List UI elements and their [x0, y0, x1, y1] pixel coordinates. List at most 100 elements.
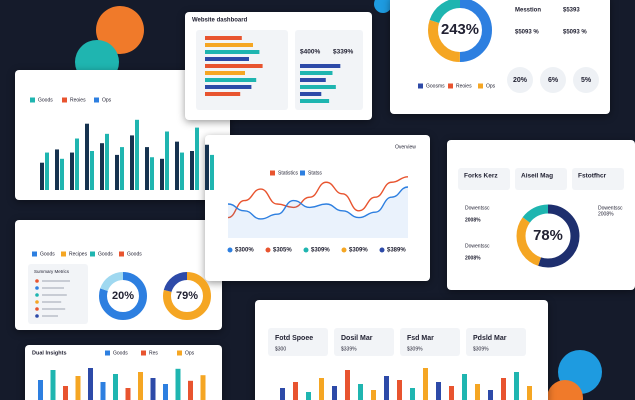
- stat-dot: [379, 247, 385, 253]
- panel: [400, 328, 460, 356]
- bar: [138, 372, 143, 400]
- bar: [205, 71, 245, 75]
- card-title: Dual Insights: [32, 350, 67, 356]
- legend-label: Reoies: [456, 83, 472, 89]
- bar: [300, 85, 336, 89]
- bar: [45, 152, 49, 190]
- legend-label: Goods: [127, 251, 142, 257]
- bar: [163, 384, 168, 400]
- sub-label: $309%: [407, 346, 423, 352]
- bar: [514, 372, 519, 400]
- bar: [63, 386, 68, 400]
- bar: [75, 138, 79, 190]
- panel: [196, 30, 288, 110]
- legend-swatch: [177, 350, 182, 356]
- side-label: Dowentssc: [465, 243, 490, 249]
- donut-center: 79%: [176, 290, 198, 302]
- list-dot: [35, 314, 39, 318]
- bar: [488, 390, 493, 400]
- legend-label: Goods: [40, 251, 55, 257]
- card-title: Overview: [395, 144, 416, 150]
- bar: [501, 378, 506, 400]
- bar: [113, 374, 118, 400]
- bar: [38, 380, 43, 400]
- list-dot: [35, 300, 39, 304]
- stat: $389%: [387, 248, 406, 254]
- bar: [75, 376, 81, 400]
- stat: $5093 %: [515, 30, 539, 36]
- bar: [188, 380, 193, 400]
- bar: [205, 57, 249, 61]
- bar: [205, 78, 257, 82]
- stat-dot: [303, 247, 309, 253]
- bar: [300, 92, 322, 96]
- bar: [42, 280, 70, 282]
- bar: [200, 375, 206, 400]
- bar: [205, 92, 241, 96]
- legend-swatch: [300, 170, 305, 176]
- donut-segment: [428, 0, 492, 62]
- badge: [573, 67, 599, 93]
- stat: $5393: [563, 8, 580, 14]
- stat: $400%: [300, 49, 320, 56]
- bar: [150, 157, 154, 190]
- legend-swatch: [32, 251, 37, 257]
- legend-label: Ops: [486, 83, 496, 89]
- bar: [100, 382, 106, 400]
- bar: [397, 380, 402, 400]
- panel: [466, 328, 526, 356]
- donut-segment: [516, 204, 580, 268]
- legend-label: Reoies: [70, 97, 86, 103]
- card: [205, 135, 430, 281]
- sub-label: $339%: [341, 346, 357, 352]
- bar: [436, 382, 441, 400]
- legend-label: Recipes: [69, 251, 88, 257]
- decor-circle: [96, 6, 144, 54]
- side-label: 2008%: [465, 217, 481, 223]
- panel: [334, 328, 394, 356]
- badge: [540, 67, 566, 93]
- bar: [130, 135, 134, 190]
- legend-label: Ops: [102, 97, 112, 103]
- bar: [85, 123, 89, 190]
- legend-swatch: [119, 251, 124, 257]
- panel: [515, 168, 567, 190]
- side-label: 2008%: [598, 211, 614, 217]
- panel: [295, 30, 363, 110]
- card-title: Aiseil Mag: [521, 173, 553, 180]
- stat: $5093 %: [563, 30, 587, 36]
- bar: [205, 64, 263, 68]
- bar: [293, 382, 298, 400]
- donut-center: 20%: [112, 290, 134, 302]
- bar: [115, 154, 119, 190]
- bar: [50, 370, 56, 400]
- bar: [300, 64, 341, 68]
- bar: [475, 384, 480, 400]
- list-title: Summary Metrics: [34, 269, 70, 274]
- side-label: Dowentssc: [465, 205, 490, 211]
- bar: [60, 158, 64, 190]
- legend-swatch: [94, 97, 99, 103]
- bar: [165, 131, 169, 190]
- bar: [371, 390, 376, 400]
- bar: [42, 294, 67, 296]
- card-title: Fsd Mar: [407, 335, 434, 342]
- legend-label: Goods: [98, 251, 113, 257]
- card: [390, 0, 610, 114]
- legend-label: Res: [149, 350, 158, 356]
- legend-label: Goosms: [426, 83, 445, 89]
- badge-value: 5%: [581, 77, 592, 84]
- list-dot: [35, 279, 39, 283]
- bar: [410, 388, 415, 400]
- area: [228, 187, 408, 238]
- bar: [300, 71, 333, 75]
- bar: [280, 388, 285, 400]
- sub-label: $300: [275, 346, 286, 352]
- legend-label: Statss: [308, 170, 322, 176]
- legend-swatch: [448, 83, 453, 89]
- donut-segment: [516, 204, 580, 268]
- bar: [105, 133, 109, 190]
- bar: [195, 127, 199, 190]
- line: [227, 176, 409, 219]
- bar: [423, 368, 428, 400]
